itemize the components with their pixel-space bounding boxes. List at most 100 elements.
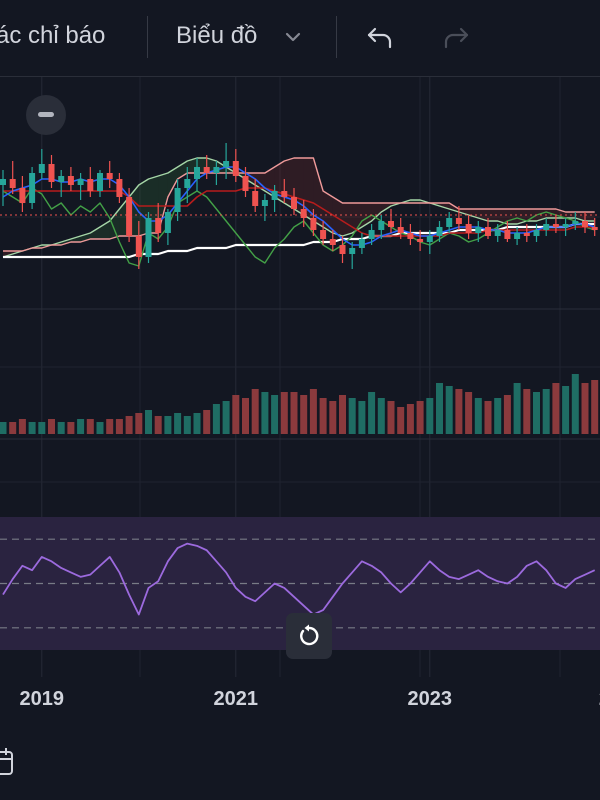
volume-bar — [28, 422, 36, 434]
volume-bar — [465, 392, 473, 434]
cloud-segment — [410, 200, 421, 203]
volume-bar — [48, 419, 55, 434]
candle-body — [271, 191, 278, 200]
volume-bar — [571, 374, 579, 434]
candle-body — [329, 239, 336, 245]
candle-body — [465, 224, 472, 233]
candle-body — [436, 227, 443, 236]
candle-body — [300, 209, 307, 218]
volume-bar — [115, 419, 123, 434]
volume-bar — [562, 386, 570, 434]
volume-bar — [135, 413, 143, 434]
cloud-segment — [497, 209, 508, 224]
volume-bar — [18, 419, 26, 434]
volume-bar — [145, 410, 152, 434]
cloud-segment — [458, 209, 469, 215]
candle-body — [533, 230, 540, 236]
cloud-segment — [575, 212, 585, 221]
candle-body — [397, 227, 404, 233]
volume-bar — [484, 401, 492, 434]
volume-bar — [436, 383, 443, 434]
volume-bar — [183, 416, 191, 434]
volume-bar — [494, 398, 502, 434]
volume-bar — [513, 383, 521, 434]
volume-bar — [591, 380, 599, 434]
chikou-line — [2, 187, 595, 267]
undo-icon[interactable] — [364, 22, 396, 59]
volume-bar — [125, 416, 133, 434]
candle-body — [378, 221, 385, 230]
volume-bar — [232, 395, 240, 434]
candle-body — [494, 230, 501, 236]
bottom-bar — [0, 730, 600, 800]
volume-bar — [261, 392, 269, 434]
volume-bar — [154, 416, 162, 434]
candle-body — [504, 230, 511, 239]
candle-body — [475, 227, 482, 233]
rsi-series — [2, 542, 596, 616]
candle-body — [116, 179, 123, 197]
cloud-segment — [488, 209, 498, 221]
calendar-icon[interactable] — [0, 746, 14, 783]
volume-bar — [533, 392, 540, 434]
candle-body — [106, 173, 113, 179]
volume-bar — [38, 422, 46, 434]
candle-body — [320, 230, 327, 239]
chart-type-button[interactable]: Biểu đồ — [176, 22, 258, 49]
candle-body — [485, 227, 491, 236]
candle-body — [213, 167, 220, 173]
candle-body — [223, 161, 230, 167]
volume-bar — [96, 422, 104, 434]
candle-body — [164, 212, 171, 233]
candle-body — [358, 239, 365, 248]
volume-bar — [406, 404, 414, 434]
candle-body — [552, 224, 559, 227]
candle-body — [242, 176, 249, 191]
indicators-button[interactable]: ác chỉ báo — [0, 22, 106, 49]
volume-bar — [280, 392, 288, 434]
minus-icon[interactable] — [26, 95, 66, 135]
candle-body — [184, 179, 191, 188]
candle-body — [339, 245, 346, 254]
candle-body — [67, 176, 74, 185]
cloud-segment — [61, 239, 71, 245]
volume-bar — [397, 407, 405, 434]
volume-bar — [203, 410, 211, 434]
redo-icon[interactable] — [440, 22, 472, 59]
candle-body — [591, 227, 598, 230]
candle-body — [135, 236, 142, 257]
candle-body — [417, 239, 424, 242]
volume-bar — [445, 386, 453, 434]
pane-separators — [0, 308, 600, 440]
candle-body — [388, 221, 394, 227]
volume-bar — [164, 416, 172, 434]
top-toolbar: ác chỉ báo Biểu đồ — [0, 0, 600, 77]
volume-bar — [271, 395, 279, 434]
volume-bar — [426, 398, 434, 434]
cloud-segment — [313, 158, 324, 227]
candle-body — [543, 224, 550, 230]
volume-bar — [57, 422, 65, 434]
candle-body — [562, 224, 569, 227]
volume-bar — [86, 419, 94, 434]
x-tick-label: 2019 — [20, 688, 65, 710]
cloud-segment — [332, 197, 343, 236]
volume-bar — [67, 422, 75, 434]
candlestick-series — [0, 143, 598, 269]
reset-icon[interactable] — [286, 613, 332, 659]
candle-body — [203, 167, 210, 173]
cloud-segment — [167, 167, 178, 197]
candle-body — [48, 164, 55, 182]
volume-bar — [0, 422, 7, 434]
volume-bar — [358, 401, 366, 434]
chevron-down-icon[interactable] — [284, 28, 302, 51]
cloud-segment — [90, 227, 100, 239]
x-tick-label: 2 — [599, 688, 600, 710]
candle-body — [145, 218, 152, 257]
volume-bar — [523, 389, 531, 434]
candle-body — [281, 191, 288, 197]
volume-series — [0, 374, 599, 434]
x-axis-labels: 2019 2021 2023 2 — [20, 688, 600, 710]
volume-bar — [416, 401, 424, 434]
candle-body — [349, 248, 356, 254]
